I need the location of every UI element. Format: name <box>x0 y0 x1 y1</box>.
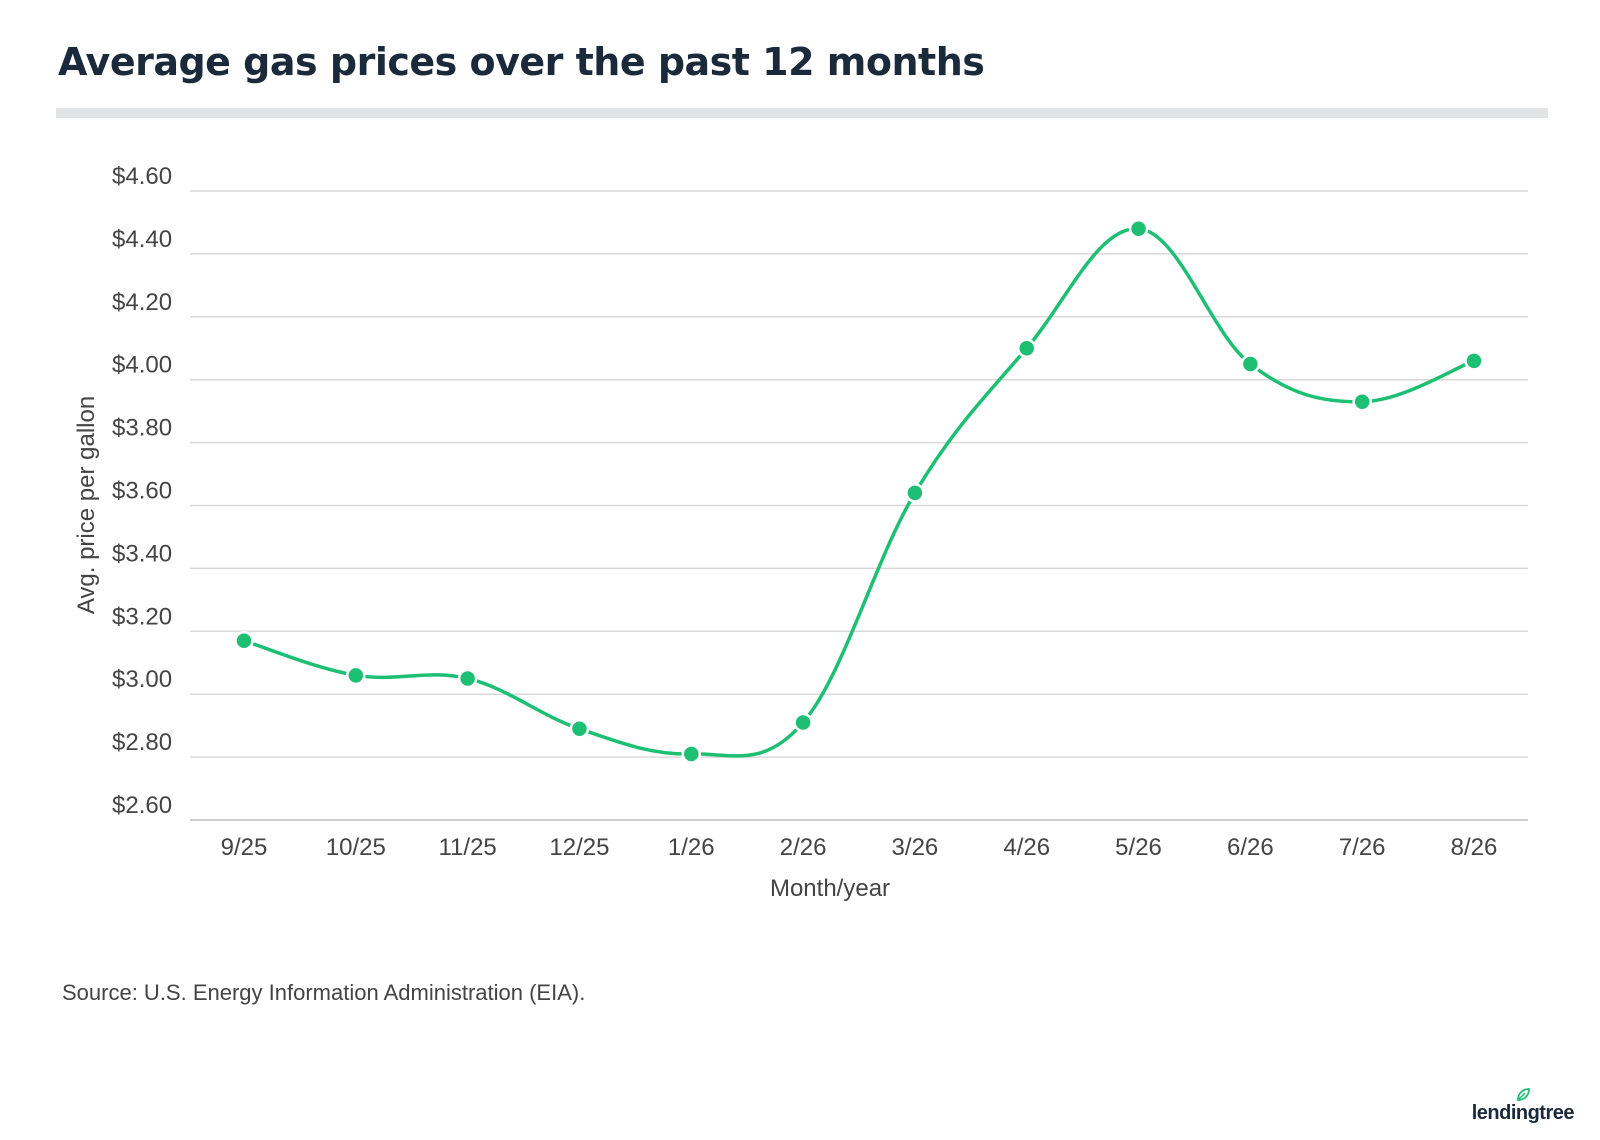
x-tick-label: 7/26 <box>1339 834 1386 861</box>
series-line <box>243 226 1475 758</box>
data-point <box>1128 218 1149 239</box>
leaf-icon <box>1516 1088 1530 1101</box>
y-tick-label: $4.00 <box>112 352 172 379</box>
x-tick-label: 9/25 <box>221 834 268 861</box>
y-tick-label: $2.60 <box>112 792 172 819</box>
y-tick-label: $4.60 <box>112 163 172 190</box>
data-point <box>1240 354 1261 374</box>
x-tick-label: 3/26 <box>892 834 939 861</box>
x-tick-label: 4/26 <box>1003 834 1050 861</box>
y-tick-label: $3.40 <box>112 540 172 567</box>
data-point <box>905 483 925 503</box>
data-point <box>1016 338 1037 358</box>
x-tick-label: 5/26 <box>1115 834 1162 861</box>
y-axis-label: Avg. price per gallon <box>73 396 100 614</box>
x-tick-label: 12/25 <box>549 834 609 861</box>
data-point <box>793 712 813 733</box>
x-tick-label: 10/25 <box>326 834 386 861</box>
lendingtree-logo: lendingtree <box>1471 1088 1575 1125</box>
y-tick-label: $4.40 <box>112 226 172 253</box>
y-tick-label: $3.00 <box>112 666 172 693</box>
line-chart: $4.60 $4.40 $4.20 $4.00 $3.80 $3.60 $3.40 $3.20… <box>73 163 1528 902</box>
y-tick-label: $4.20 <box>112 289 172 316</box>
x-tick-label: 2/26 <box>780 834 827 861</box>
x-tick-label: 6/26 <box>1227 834 1274 861</box>
data-point <box>1464 351 1484 371</box>
logo-text: lendingtree <box>1471 1102 1575 1124</box>
x-tick-labels: 9/25 10/25 11/25 12/25 1/26 2/26 3/26 4/26 5/26 6… <box>221 834 1498 861</box>
x-tick-label: 8/26 <box>1451 834 1498 861</box>
x-tick-label: 1/26 <box>668 834 715 861</box>
data-point <box>569 719 590 739</box>
grid-lines <box>190 190 1528 821</box>
data-point <box>681 744 702 764</box>
title-divider <box>56 108 1548 118</box>
data-point <box>1352 391 1372 412</box>
y-tick-labels: $4.60 $4.40 $4.20 $4.00 $3.80 $3.60 $3.40 $3.20… <box>112 163 172 819</box>
y-tick-label: $3.60 <box>112 478 172 505</box>
data-point <box>346 665 366 686</box>
chart-title: Average gas prices over the past 12 mont… <box>58 40 985 84</box>
y-tick-label: $3.80 <box>112 415 172 442</box>
y-tick-label: $3.20 <box>112 603 172 630</box>
data-points <box>234 218 1484 764</box>
source-note: Source: U.S. Energy Information Administ… <box>62 980 586 1005</box>
data-point <box>234 630 254 651</box>
x-tick-label: 11/25 <box>438 834 496 861</box>
y-tick-label: $2.80 <box>112 729 172 756</box>
x-axis-label: Month/year <box>770 875 890 902</box>
data-point <box>457 668 478 689</box>
